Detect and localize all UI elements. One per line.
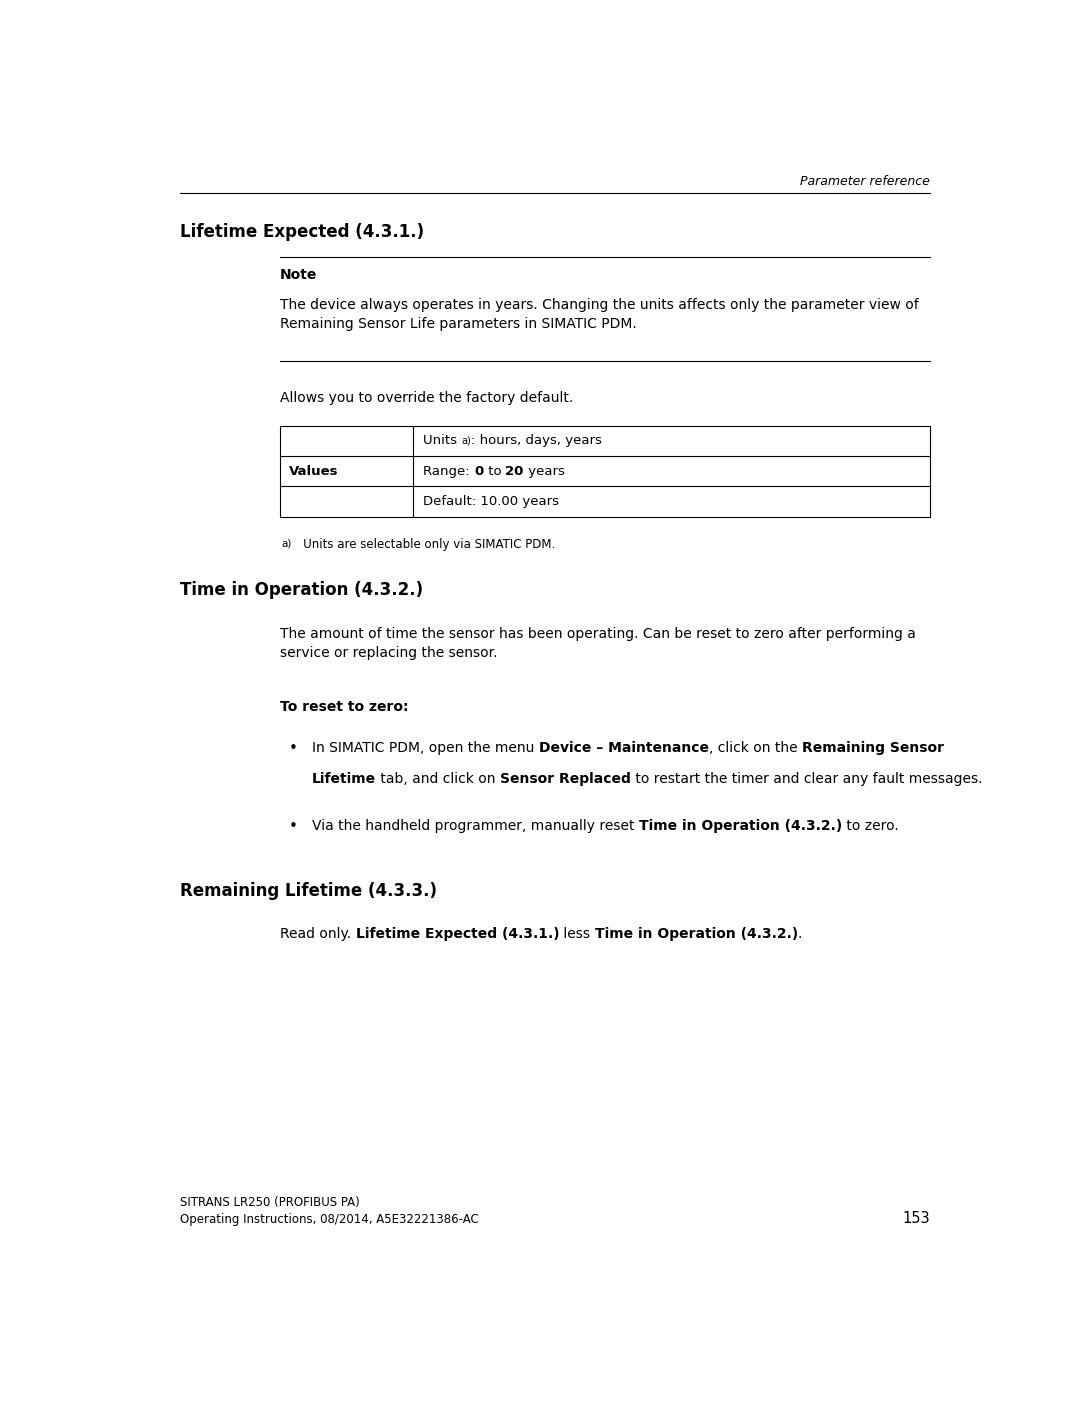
Text: Read only.: Read only. — [281, 928, 356, 942]
Text: To reset to zero:: To reset to zero: — [281, 701, 408, 715]
Text: 20: 20 — [505, 465, 524, 477]
Text: to zero.: to zero. — [842, 820, 899, 834]
Text: Units: Units — [424, 434, 462, 448]
Text: Allows you to override the factory default.: Allows you to override the factory defau… — [281, 392, 573, 406]
Text: a): a) — [462, 435, 472, 446]
Text: Values: Values — [288, 465, 338, 477]
Text: Time in Operation (4.3.2.): Time in Operation (4.3.2.) — [639, 820, 842, 834]
Text: Range:: Range: — [424, 465, 474, 477]
Text: , click on the: , click on the — [708, 741, 802, 755]
Text: SITRANS LR250 (PROFIBUS PA)
Operating Instructions, 08/2014, A5E32221386-AC: SITRANS LR250 (PROFIBUS PA) Operating In… — [181, 1196, 479, 1226]
Bar — [281, 425, 930, 517]
Text: less: less — [559, 928, 594, 942]
Text: Via the handheld programmer, manually reset: Via the handheld programmer, manually re… — [312, 820, 639, 834]
Text: Lifetime Expected (4.3.1.): Lifetime Expected (4.3.1.) — [181, 223, 425, 240]
Text: Remaining Sensor: Remaining Sensor — [802, 741, 944, 755]
Text: 0: 0 — [474, 465, 484, 477]
Text: years: years — [524, 465, 564, 477]
Text: Lifetime: Lifetime — [312, 772, 376, 786]
Text: Device – Maintenance: Device – Maintenance — [539, 741, 708, 755]
Text: Lifetime Expected (4.3.1.): Lifetime Expected (4.3.1.) — [356, 928, 559, 942]
Text: : hours, days, years: : hours, days, years — [472, 434, 602, 448]
Text: Note: Note — [281, 268, 317, 282]
Text: tab, and click on: tab, and click on — [376, 772, 500, 786]
Text: to: to — [484, 465, 505, 477]
Text: Time in Operation (4.3.2.): Time in Operation (4.3.2.) — [181, 581, 424, 600]
Text: a): a) — [282, 538, 292, 548]
Text: The device always operates in years. Changing the units affects only the paramet: The device always operates in years. Cha… — [281, 298, 919, 331]
Text: The amount of time the sensor has been operating. Can be reset to zero after per: The amount of time the sensor has been o… — [281, 626, 916, 660]
Text: Parameter reference: Parameter reference — [800, 176, 930, 188]
Text: to restart the timer and clear any fault messages.: to restart the timer and clear any fault… — [631, 772, 983, 786]
Text: Remaining Lifetime (4.3.3.): Remaining Lifetime (4.3.3.) — [181, 882, 438, 900]
Text: .: . — [798, 928, 802, 942]
Text: In SIMATIC PDM, open the menu: In SIMATIC PDM, open the menu — [312, 741, 539, 755]
Text: •: • — [288, 820, 298, 834]
Text: Default: 10.00 years: Default: 10.00 years — [424, 496, 559, 508]
Text: Units are selectable only via SIMATIC PDM.: Units are selectable only via SIMATIC PD… — [292, 538, 556, 552]
Text: Time in Operation (4.3.2.): Time in Operation (4.3.2.) — [594, 928, 798, 942]
Text: •: • — [288, 741, 298, 757]
Text: Sensor Replaced: Sensor Replaced — [500, 772, 631, 786]
Text: 153: 153 — [902, 1210, 930, 1226]
